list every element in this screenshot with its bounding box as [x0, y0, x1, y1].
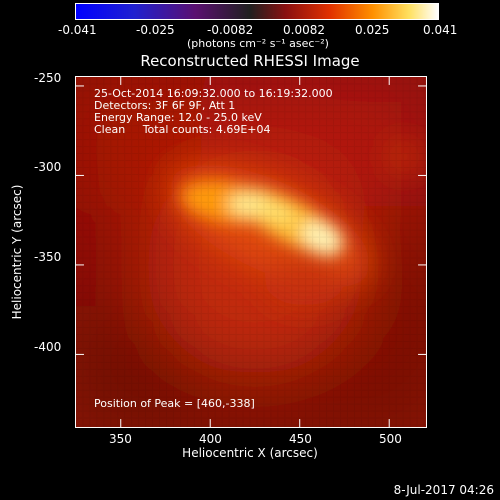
x-tick-marks — [120, 77, 390, 427]
annotation-time-range: 25-Oct-2014 16:09:32.000 to 16:19:32.000 — [94, 87, 333, 100]
y-tick-label-1: -300 — [34, 160, 62, 174]
colorbar-tick-5: 0.041 — [423, 23, 458, 37]
y-axis-label: Heliocentric Y (arcsec) — [10, 184, 24, 320]
colorbar-tick-1: -0.025 — [136, 23, 175, 37]
colorbar-unit-label: (photons cm⁻² s⁻¹ asec⁻²) — [187, 37, 329, 50]
y-tick-marks — [76, 85, 426, 355]
x-tick-label-3: 500 — [379, 432, 402, 446]
colorbar-tick-4: 0.025 — [355, 23, 390, 37]
annotation-peak-position: Position of Peak = [460,-338] — [94, 397, 255, 410]
annotation-clean-counts: Clean Total counts: 4.69E+04 — [94, 123, 271, 136]
y-tick-label-0: -250 — [34, 71, 62, 85]
y-tick-label-3: -400 — [34, 340, 62, 354]
colorbar-tick-0: -0.041 — [58, 23, 97, 37]
chart-title: Reconstructed RHESSI Image — [140, 52, 360, 70]
x-tick-label-0: 350 — [109, 432, 132, 446]
x-tick-label-1: 400 — [199, 432, 222, 446]
y-tick-label-2: -350 — [34, 250, 62, 264]
colorbar-tick-2: -0.0082 — [207, 23, 254, 37]
annotation-detectors: Detectors: 3F 6F 9F, Att 1 — [94, 99, 236, 112]
x-tick-label-2: 450 — [289, 432, 312, 446]
colorbar-tick-3: 0.0082 — [283, 23, 325, 37]
colorbar — [75, 3, 439, 20]
footer-timestamp: 8-Jul-2017 04:26 — [393, 483, 494, 497]
annotation-energy-range: Energy Range: 12.0 - 25.0 keV — [94, 111, 262, 124]
heatmap-plot — [75, 76, 427, 428]
x-axis-label: Heliocentric X (arcsec) — [182, 446, 318, 460]
